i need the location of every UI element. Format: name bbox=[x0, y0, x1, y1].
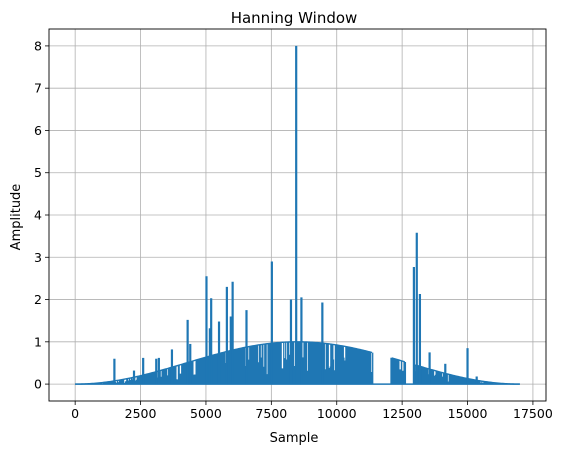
series-fill bbox=[76, 341, 519, 385]
x-tick-label: 5000 bbox=[190, 406, 222, 421]
x-tick-label: 12500 bbox=[382, 406, 422, 421]
x-tick-label: 2500 bbox=[125, 406, 157, 421]
y-tick-label: 1 bbox=[34, 334, 42, 349]
x-axis-ticks: 0 2500 5000 7500 10000 12500 15000 17500 bbox=[71, 401, 553, 421]
x-tick-label: 17500 bbox=[513, 406, 553, 421]
x-axis-label: Sample bbox=[270, 431, 319, 446]
x-tick-label: 0 bbox=[71, 406, 79, 421]
y-tick-label: 7 bbox=[34, 81, 42, 96]
x-tick-label: 7500 bbox=[255, 406, 287, 421]
y-axis-label: Amplitude bbox=[9, 184, 24, 251]
grid bbox=[49, 29, 546, 401]
x-tick-label: 15000 bbox=[448, 406, 488, 421]
y-tick-label: 3 bbox=[34, 250, 42, 265]
y-axis-ticks: 0 1 2 3 4 5 6 7 8 bbox=[34, 38, 49, 392]
y-tick-label: 2 bbox=[34, 292, 42, 307]
chart-title: Hanning Window bbox=[231, 9, 358, 27]
y-tick-label: 8 bbox=[34, 38, 42, 53]
y-tick-label: 4 bbox=[34, 208, 42, 223]
plot-series bbox=[75, 45, 520, 385]
y-tick-label: 5 bbox=[34, 165, 42, 180]
y-tick-label: 6 bbox=[34, 123, 42, 138]
y-tick-label: 0 bbox=[34, 377, 42, 392]
x-tick-label: 10000 bbox=[317, 406, 357, 421]
